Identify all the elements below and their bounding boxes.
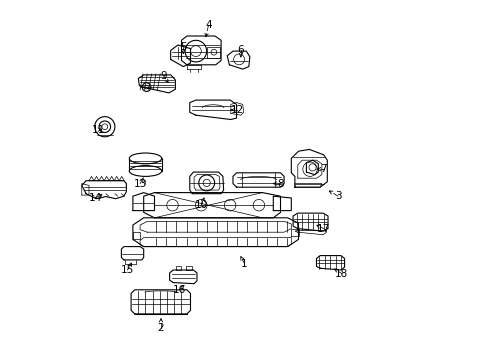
Text: 17: 17 xyxy=(316,224,330,234)
Text: 1: 1 xyxy=(241,258,247,269)
Text: 6: 6 xyxy=(237,45,244,55)
Text: 2: 2 xyxy=(157,323,164,333)
Text: 15: 15 xyxy=(121,265,134,275)
Text: 11: 11 xyxy=(92,125,105,135)
Text: 16: 16 xyxy=(173,285,186,295)
Text: 12: 12 xyxy=(230,105,244,115)
Text: 3: 3 xyxy=(334,191,341,201)
Text: 9: 9 xyxy=(160,71,166,81)
Text: 4: 4 xyxy=(205,20,211,30)
Text: 14: 14 xyxy=(88,193,102,203)
Text: 5: 5 xyxy=(180,42,186,52)
Text: 7: 7 xyxy=(320,164,326,174)
Text: 18: 18 xyxy=(334,269,347,279)
Text: 10: 10 xyxy=(194,200,207,210)
Text: 13: 13 xyxy=(133,179,146,189)
Text: 8: 8 xyxy=(277,179,283,189)
